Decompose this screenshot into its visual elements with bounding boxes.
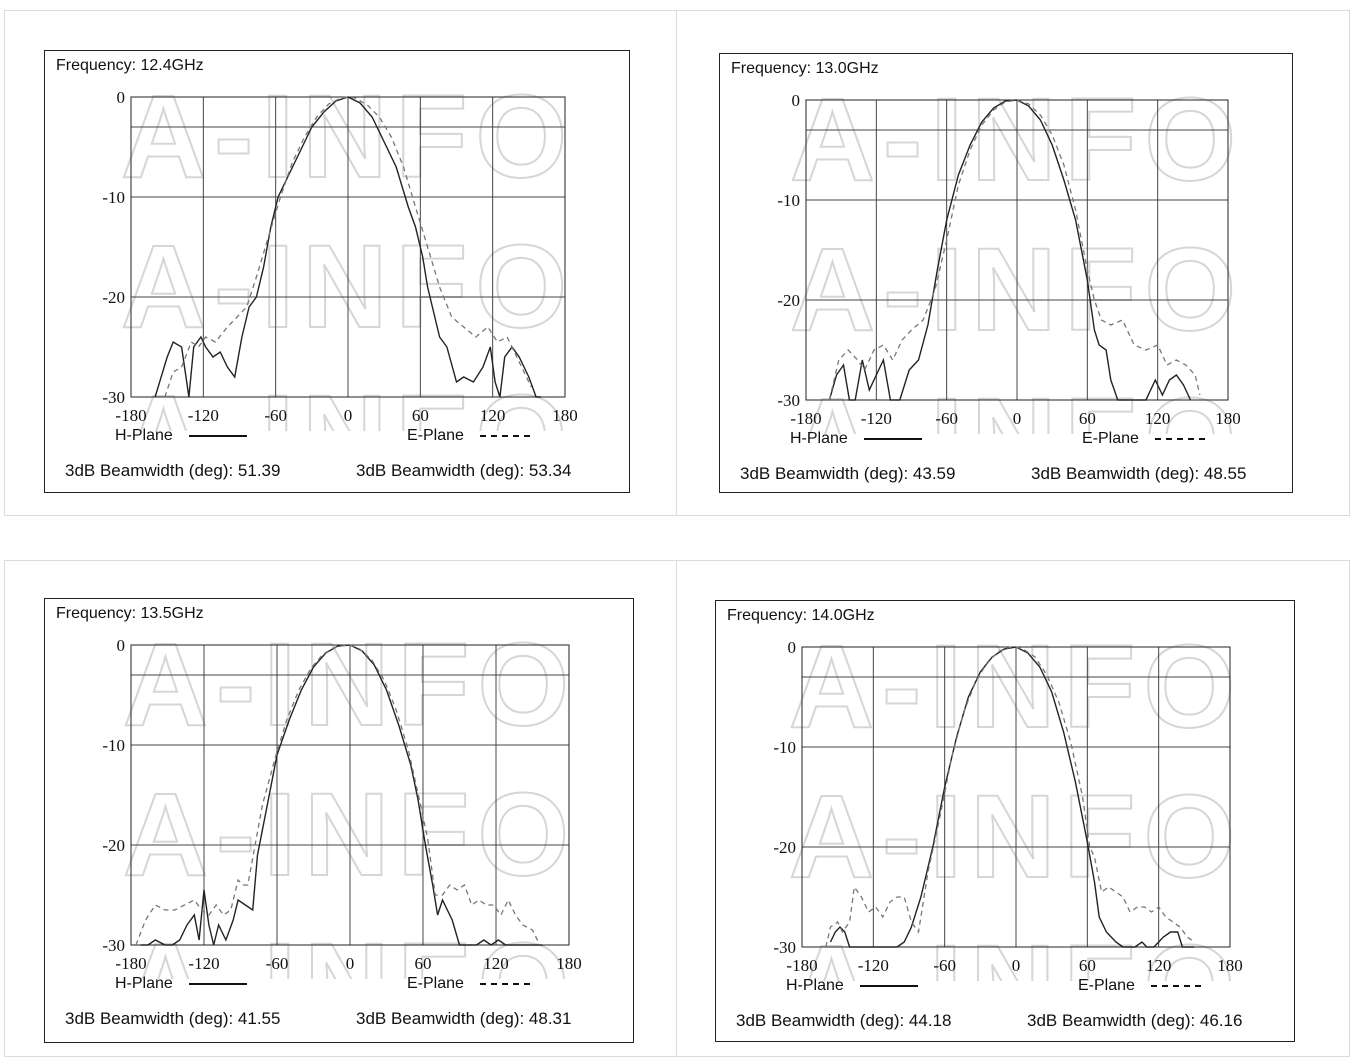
legend-e-plane: E-Plane [1078, 977, 1201, 995]
x-tick-label: 180 [552, 406, 578, 425]
frequency-label: Frequency: 13.5GHz [56, 605, 204, 623]
x-tick-label: 120 [1146, 956, 1172, 975]
legend-e-label: E-Plane [1078, 977, 1135, 994]
x-tick-label: -180 [115, 406, 146, 425]
x-tick-label: 0 [344, 406, 353, 425]
legend-h-label: H-Plane [790, 430, 848, 447]
chart-svg: A-INFOA-INFOA-INFO-180-120-600601201800-… [720, 54, 1294, 434]
legend-e-label: E-Plane [407, 427, 464, 444]
x-tick-label: 60 [1079, 409, 1096, 428]
legend: H-Plane E-Plane [45, 975, 633, 997]
x-tick-label: -120 [188, 954, 219, 973]
legend-h-plane: H-Plane [786, 977, 918, 995]
x-tick-label: -180 [115, 954, 146, 973]
x-tick-label: 120 [483, 954, 509, 973]
legend-h-label: H-Plane [786, 977, 844, 994]
legend-dashed-line-icon [480, 435, 530, 437]
y-tick-label: -10 [773, 738, 796, 757]
legend-h-plane: H-Plane [115, 975, 247, 993]
x-tick-label: -120 [188, 406, 219, 425]
legend-solid-line-icon [189, 983, 247, 985]
x-tick-label: -120 [861, 409, 892, 428]
x-tick-label: -180 [790, 409, 821, 428]
x-tick-label: 0 [1012, 956, 1021, 975]
e-beamwidth: 3dB Beamwidth (deg): 53.34 [356, 461, 571, 481]
e-beamwidth: 3dB Beamwidth (deg): 48.55 [1031, 464, 1246, 484]
x-tick-label: 60 [415, 954, 432, 973]
x-tick-label: 180 [1215, 409, 1241, 428]
legend-dashed-line-icon [1151, 985, 1201, 987]
chart-svg: A-INFOA-INFOA-INFO-180-120-600601201800-… [45, 599, 635, 979]
x-tick-label: -180 [786, 956, 817, 975]
chart-panel: A-INFOA-INFOA-INFO-180-120-600601201800-… [44, 50, 630, 493]
legend: H-Plane E-Plane [45, 427, 629, 449]
legend-e-plane: E-Plane [1082, 430, 1205, 448]
h-beamwidth: 3dB Beamwidth (deg): 41.55 [65, 1009, 280, 1029]
chart-panel: A-INFOA-INFOA-INFO-180-120-600601201800-… [715, 600, 1295, 1042]
x-tick-label: 60 [1079, 956, 1096, 975]
x-tick-label: -60 [264, 406, 287, 425]
e-beamwidth: 3dB Beamwidth (deg): 46.16 [1027, 1011, 1242, 1031]
legend-dashed-line-icon [1155, 438, 1205, 440]
y-tick-label: 0 [117, 636, 126, 655]
y-tick-label: -20 [773, 838, 796, 857]
x-tick-label: -60 [266, 954, 289, 973]
y-tick-label: 0 [117, 88, 126, 107]
y-tick-label: -10 [102, 188, 125, 207]
y-tick-label: -30 [102, 388, 125, 407]
legend-solid-line-icon [189, 435, 247, 437]
legend-solid-line-icon [860, 985, 918, 987]
y-tick-label: -30 [102, 936, 125, 955]
chart-svg: A-INFOA-INFOA-INFO-180-120-600601201800-… [716, 601, 1296, 981]
legend-h-plane: H-Plane [115, 427, 247, 445]
x-tick-label: 0 [1013, 409, 1022, 428]
e-beamwidth: 3dB Beamwidth (deg): 48.31 [356, 1009, 571, 1029]
legend-h-plane: H-Plane [790, 430, 922, 448]
x-tick-label: 180 [556, 954, 582, 973]
y-tick-label: -10 [102, 736, 125, 755]
h-beamwidth: 3dB Beamwidth (deg): 44.18 [736, 1011, 951, 1031]
x-tick-label: -60 [933, 956, 956, 975]
y-tick-label: 0 [788, 638, 797, 657]
legend-h-label: H-Plane [115, 975, 173, 992]
x-tick-label: 0 [346, 954, 355, 973]
legend: H-Plane E-Plane [720, 430, 1292, 452]
legend: H-Plane E-Plane [716, 977, 1294, 999]
x-tick-label: 120 [1145, 409, 1171, 428]
chart-svg: A-INFOA-INFOA-INFO-180-120-600601201800-… [45, 51, 631, 431]
legend-h-label: H-Plane [115, 427, 173, 444]
x-tick-label: -120 [858, 956, 889, 975]
frequency-label: Frequency: 12.4GHz [56, 57, 204, 75]
legend-e-label: E-Plane [407, 975, 464, 992]
legend-e-plane: E-Plane [407, 427, 530, 445]
y-tick-label: -30 [773, 938, 796, 957]
chart-panel: A-INFOA-INFOA-INFO-180-120-600601201800-… [719, 53, 1293, 493]
legend-e-plane: E-Plane [407, 975, 530, 993]
y-tick-label: 0 [792, 91, 801, 110]
frequency-label: Frequency: 13.0GHz [731, 60, 879, 78]
legend-dashed-line-icon [480, 983, 530, 985]
x-tick-label: 60 [412, 406, 429, 425]
y-tick-label: -10 [777, 191, 800, 210]
y-tick-label: -30 [777, 391, 800, 410]
h-beamwidth: 3dB Beamwidth (deg): 43.59 [740, 464, 955, 484]
h-beamwidth: 3dB Beamwidth (deg): 51.39 [65, 461, 280, 481]
frequency-label: Frequency: 14.0GHz [727, 607, 875, 625]
x-tick-label: -60 [935, 409, 958, 428]
y-tick-label: -20 [102, 288, 125, 307]
x-tick-label: 120 [480, 406, 506, 425]
legend-e-label: E-Plane [1082, 430, 1139, 447]
chart-panel: A-INFOA-INFOA-INFO-180-120-600601201800-… [44, 598, 634, 1043]
legend-solid-line-icon [864, 438, 922, 440]
x-tick-label: 180 [1217, 956, 1243, 975]
y-tick-label: -20 [777, 291, 800, 310]
y-tick-label: -20 [102, 836, 125, 855]
